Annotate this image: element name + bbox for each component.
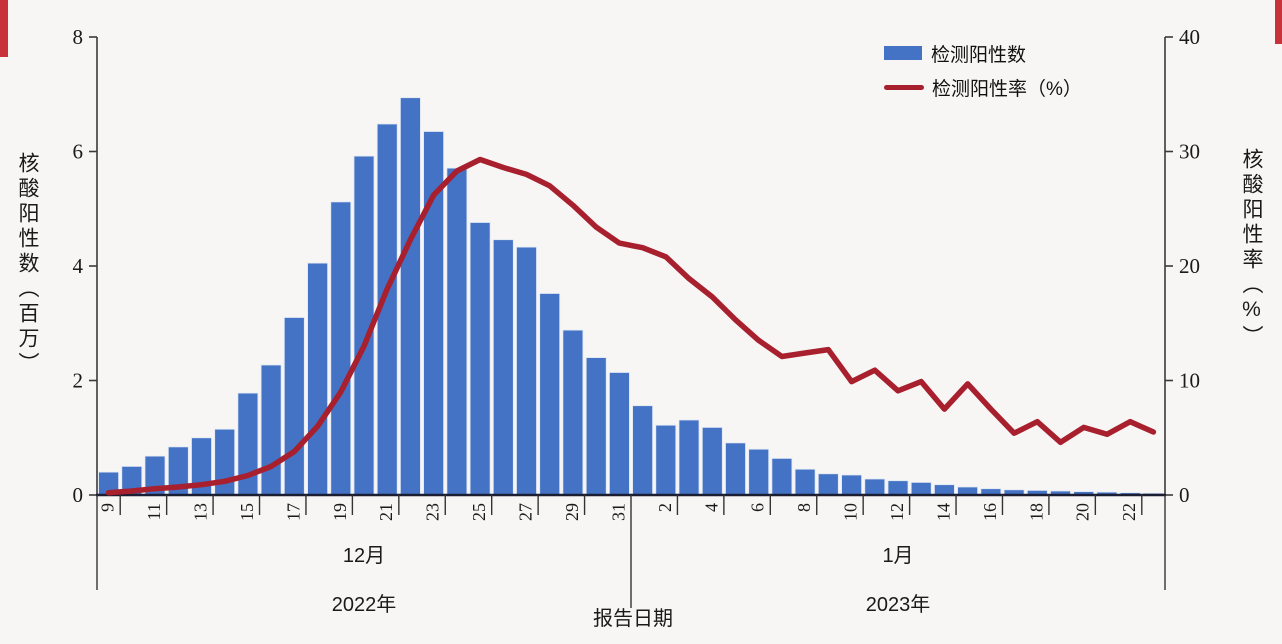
x-axis-day-label: 4 (701, 503, 721, 512)
x-axis-day-label: 23 (423, 503, 443, 521)
red-corner-strip-right (1275, 0, 1282, 44)
x-axis-day-label: 31 (608, 503, 628, 521)
x-axis-day-label: 14 (933, 503, 953, 521)
bar-positive-count (794, 468, 816, 496)
bar-positive-count (864, 478, 886, 496)
x-axis-day-label: 9 (98, 503, 118, 512)
x-axis-day-label: 18 (1026, 503, 1046, 521)
left-axis-title: 核酸阳性数（百万） (16, 152, 39, 377)
x-axis-day-label: 20 (1073, 503, 1093, 521)
legend-label-positive-count: 检测阳性数 (931, 44, 1027, 66)
x-axis-day-label: 17 (283, 503, 303, 521)
bar-positive-count (399, 97, 421, 496)
x-axis-day-label: 27 (516, 503, 536, 521)
x-axis-day-label: 12 (887, 503, 907, 521)
bar-positive-count (678, 419, 700, 496)
x-axis-day-label: 8 (794, 503, 814, 512)
x-axis-title: 报告日期 (593, 607, 673, 630)
x-axis-day-label: 29 (562, 503, 582, 521)
bar-positive-count (609, 372, 630, 496)
bar-positive-count (887, 480, 909, 496)
bar-positive-count (632, 405, 653, 496)
x-axis-month-label: 1月 (882, 545, 913, 567)
x-axis-day-label: 13 (191, 503, 211, 521)
bar-positive-count (539, 293, 561, 496)
bar-positive-count (562, 329, 584, 496)
bar-positive-count (492, 239, 514, 496)
right-axis-title: 核酸阳性率（%） (1240, 148, 1263, 350)
right-axis-tick-label: 20 (1179, 254, 1200, 278)
bar-positive-count (307, 262, 329, 496)
x-axis-day-label: 22 (1119, 503, 1139, 521)
bar-positive-count (214, 428, 236, 496)
positive-rate-line (105, 156, 1157, 496)
bar-positive-count (446, 167, 468, 496)
right-axis-tick-label: 40 (1179, 25, 1200, 49)
left-axis-tick-label: 6 (73, 140, 84, 164)
bar-positive-count (585, 357, 607, 496)
bar-positive-count (841, 474, 862, 496)
legend-label-positive-rate: 检测阳性率（%） (932, 78, 1082, 100)
x-axis-month-label: 12月 (343, 545, 385, 567)
bar-positive-count (655, 424, 677, 496)
x-axis-day-label: 11 (144, 503, 164, 520)
bar-positive-count (910, 481, 932, 496)
bar-positive-count (934, 484, 955, 496)
legend: 检测阳性数 检测阳性率（%） (884, 36, 1082, 104)
legend-item-positive-count: 检测阳性数 (884, 36, 1082, 70)
bar-positive-count (701, 426, 723, 496)
bar-positive-count (260, 364, 282, 496)
bar-series-swatch (884, 46, 922, 60)
bar-positive-count (283, 317, 305, 496)
x-axis-year-label: 2022年 (332, 593, 397, 616)
bar-positive-count (817, 473, 839, 496)
right-axis-tick-label: 10 (1179, 369, 1200, 393)
x-axis-day-label: 16 (980, 503, 1000, 521)
x-axis-day-label: 10 (841, 503, 861, 521)
legend-item-positive-rate: 检测阳性率（%） (884, 70, 1082, 104)
x-axis-day-label: 15 (237, 503, 257, 521)
x-axis-day-label: 21 (376, 503, 396, 521)
right-axis-tick-label: 0 (1179, 483, 1190, 507)
bar-positive-count (748, 448, 770, 496)
left-axis-tick-label: 2 (73, 369, 84, 393)
bar-positive-count (330, 201, 352, 496)
x-axis-day-label: 6 (748, 503, 768, 512)
bar-positive-count (725, 442, 746, 496)
left-axis-tick-label: 0 (73, 483, 84, 507)
x-axis-day-label: 19 (330, 503, 350, 521)
x-axis-day-label: 2 (655, 503, 675, 512)
x-axis-year-label: 2023年 (866, 593, 931, 616)
x-axis-day-label: 25 (469, 503, 489, 521)
red-corner-strip-left (0, 0, 8, 57)
bar-positive-count (771, 457, 793, 496)
right-axis-tick-label: 30 (1179, 140, 1200, 164)
left-axis-tick-label: 8 (73, 25, 84, 49)
bar-positive-count (516, 246, 537, 496)
line-series-swatch (884, 84, 924, 90)
left-axis-tick-label: 4 (73, 254, 84, 278)
bar-positive-count (469, 222, 491, 496)
